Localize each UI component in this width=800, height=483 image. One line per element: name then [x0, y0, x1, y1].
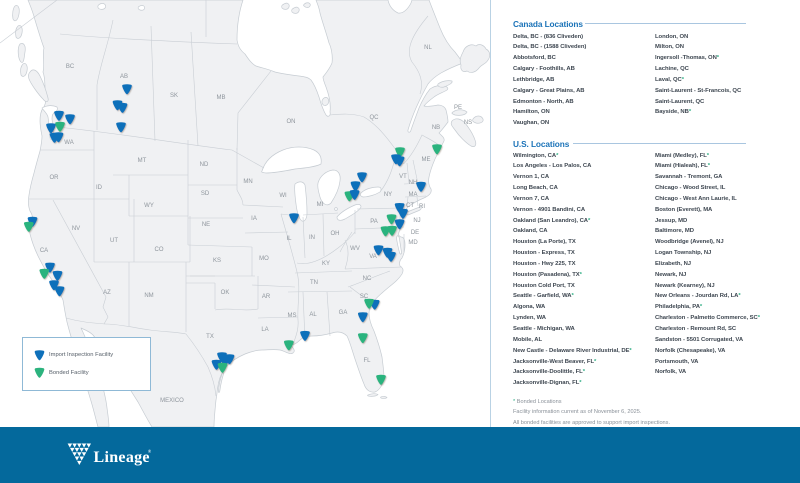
- svg-text:ME: ME: [422, 157, 431, 163]
- svg-text:MA: MA: [409, 192, 418, 198]
- svg-text:MB: MB: [217, 95, 226, 101]
- svg-text:OK: OK: [221, 290, 230, 296]
- svg-text:NV: NV: [72, 226, 80, 232]
- svg-text:AL: AL: [309, 312, 317, 318]
- svg-text:GA: GA: [339, 310, 348, 316]
- svg-text:MT: MT: [138, 158, 147, 164]
- svg-text:Lineage: Lineage: [94, 449, 150, 466]
- svg-text:WA: WA: [64, 140, 73, 146]
- svg-text:VA: VA: [369, 254, 377, 260]
- svg-text:WY: WY: [144, 203, 154, 209]
- svg-text:MN: MN: [243, 179, 252, 185]
- svg-text:MI: MI: [317, 202, 324, 208]
- svg-text:PA: PA: [370, 219, 378, 225]
- svg-text:NM: NM: [144, 293, 153, 299]
- svg-text:NS: NS: [464, 120, 472, 126]
- svg-text:MD: MD: [408, 240, 418, 246]
- svg-text:IA: IA: [251, 216, 257, 222]
- svg-text:AZ: AZ: [103, 290, 111, 296]
- svg-text:NL: NL: [424, 45, 432, 51]
- svg-text:RI: RI: [419, 204, 425, 210]
- svg-text:WI: WI: [279, 193, 287, 199]
- svg-text:OH: OH: [331, 231, 340, 237]
- svg-text:AR: AR: [262, 294, 271, 300]
- svg-text:TN: TN: [310, 280, 318, 286]
- svg-text:SK: SK: [170, 93, 178, 99]
- svg-text:TX: TX: [206, 334, 214, 340]
- svg-text:CT: CT: [406, 203, 414, 209]
- svg-text:IL: IL: [286, 236, 292, 242]
- svg-text:LA: LA: [261, 327, 268, 333]
- svg-text:IN: IN: [309, 235, 315, 241]
- svg-text:SC: SC: [360, 294, 369, 300]
- svg-text:NH: NH: [409, 180, 418, 186]
- svg-text:VT: VT: [399, 174, 407, 180]
- svg-text:OR: OR: [50, 175, 60, 181]
- svg-text:ND: ND: [200, 162, 209, 168]
- svg-text:MS: MS: [288, 313, 297, 319]
- svg-text:NY: NY: [384, 192, 392, 198]
- svg-text:UT: UT: [110, 238, 118, 244]
- svg-text:WV: WV: [350, 246, 360, 252]
- svg-text:NB: NB: [432, 125, 440, 131]
- svg-text:NC: NC: [363, 276, 372, 282]
- svg-text:KY: KY: [322, 261, 330, 267]
- svg-text:QC: QC: [370, 115, 380, 121]
- svg-text:PE: PE: [454, 105, 462, 111]
- svg-text:FL: FL: [363, 358, 371, 364]
- svg-text:SD: SD: [201, 191, 210, 197]
- svg-text:CO: CO: [155, 247, 164, 253]
- svg-text:BC: BC: [66, 64, 75, 70]
- svg-text:DE: DE: [411, 230, 419, 236]
- svg-text:AB: AB: [120, 74, 128, 80]
- svg-text:MO: MO: [259, 256, 269, 262]
- svg-text:ON: ON: [287, 119, 296, 125]
- svg-text:CA: CA: [40, 248, 48, 254]
- svg-text:KS: KS: [213, 258, 221, 264]
- svg-text:®: ®: [148, 449, 152, 454]
- svg-text:NJ: NJ: [413, 218, 420, 224]
- svg-text:NE: NE: [202, 222, 210, 228]
- svg-text:ID: ID: [96, 185, 103, 191]
- svg-text:MEXICO: MEXICO: [160, 398, 184, 404]
